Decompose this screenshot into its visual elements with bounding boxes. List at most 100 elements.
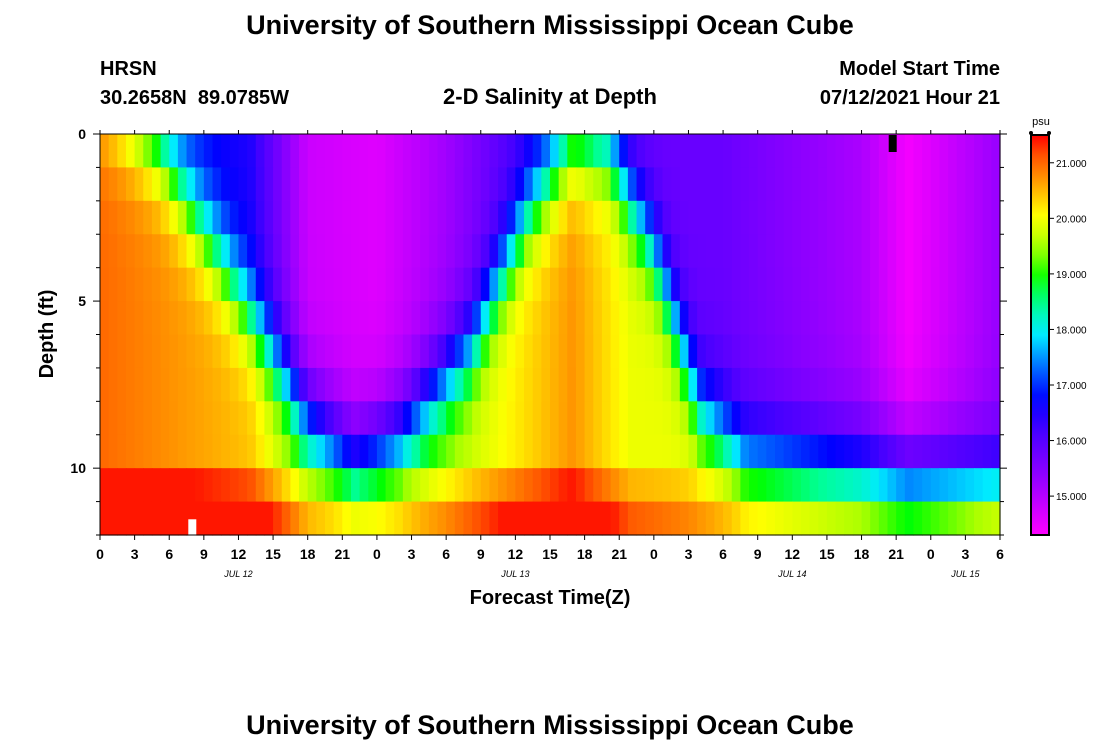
heatmap-cell <box>333 234 343 269</box>
heatmap-cell <box>420 501 430 536</box>
heatmap-cell <box>515 468 525 503</box>
heatmap-cell <box>281 367 291 402</box>
heatmap-cell <box>541 200 551 235</box>
heatmap-cell <box>463 401 473 436</box>
heatmap-cell <box>333 301 343 336</box>
heatmap-cell <box>169 334 179 369</box>
heatmap-cell <box>757 134 767 169</box>
heatmap-cell <box>281 334 291 369</box>
heatmap-cell <box>636 468 646 503</box>
heatmap-cell <box>740 434 750 469</box>
heatmap-cell <box>203 334 214 369</box>
heatmap-cell <box>281 200 291 235</box>
heatmap-cell <box>697 334 707 369</box>
heatmap-cell <box>385 334 395 369</box>
heatmap-cell <box>757 200 767 235</box>
heatmap-cell <box>818 468 828 503</box>
heatmap-cell <box>558 367 568 402</box>
heatmap-cell <box>878 434 889 469</box>
heatmap-cell <box>437 301 447 336</box>
heatmap-cell <box>792 334 802 369</box>
heatmap-cell <box>965 367 975 402</box>
heatmap-cell <box>524 234 534 269</box>
heatmap-cell <box>376 434 387 469</box>
heatmap-cell <box>420 200 430 235</box>
heatmap-cell <box>705 134 716 169</box>
heatmap-cell <box>679 367 690 402</box>
heatmap-cell <box>446 301 456 336</box>
heatmap-cell <box>221 468 231 503</box>
heatmap-cell <box>948 468 958 503</box>
heatmap-cell <box>697 200 707 235</box>
heatmap-cell <box>913 267 923 302</box>
heatmap-cell <box>359 234 369 269</box>
heatmap-cell <box>160 434 170 469</box>
heatmap-cell <box>913 167 923 202</box>
heatmap-cell <box>558 267 568 302</box>
heatmap-cell <box>411 200 421 235</box>
heatmap-cell <box>229 401 240 436</box>
heatmap-cell <box>645 434 655 469</box>
heatmap-cell <box>904 401 915 436</box>
heatmap-cell <box>982 267 992 302</box>
heatmap-cell <box>454 334 465 369</box>
heatmap-cell <box>212 367 222 402</box>
heatmap-cell <box>541 367 551 402</box>
heatmap-cell <box>376 167 387 202</box>
heatmap-cell <box>290 234 300 269</box>
heatmap-cell <box>151 468 162 503</box>
heatmap-cell <box>567 468 577 503</box>
heatmap-cell <box>489 434 499 469</box>
heatmap-cell <box>714 334 724 369</box>
heatmap-cell <box>212 468 222 503</box>
heatmap-cell <box>757 334 767 369</box>
heatmap-cell <box>420 434 430 469</box>
black-marker <box>888 135 897 152</box>
heatmap-cell <box>705 501 716 536</box>
heatmap-cell <box>385 367 395 402</box>
heatmap-cell <box>887 401 897 436</box>
heatmap-cell <box>705 367 716 402</box>
heatmap-cell <box>238 200 248 235</box>
heatmap-cell <box>749 134 759 169</box>
heatmap-cell <box>143 134 153 169</box>
heatmap-cell <box>498 334 508 369</box>
heatmap-cell <box>679 167 690 202</box>
heatmap-cell <box>255 200 266 235</box>
heatmap-cell <box>151 267 162 302</box>
heatmap-cell <box>472 367 482 402</box>
heatmap-cell <box>982 334 992 369</box>
heatmap-cell <box>550 434 560 469</box>
heatmap-cell <box>229 468 240 503</box>
heatmap-cell <box>697 134 707 169</box>
heatmap-cell <box>800 367 811 402</box>
heatmap-cell <box>212 200 222 235</box>
heatmap-cell <box>376 267 387 302</box>
heatmap-cell <box>913 468 923 503</box>
heatmap-cell <box>740 167 750 202</box>
heatmap-cell <box>688 401 698 436</box>
heatmap-cell <box>601 234 612 269</box>
heatmap-cell <box>835 301 845 336</box>
heatmap-cell <box>394 234 404 269</box>
heatmap-cell <box>402 167 413 202</box>
heatmap-cell <box>636 334 646 369</box>
heatmap-cell <box>333 401 343 436</box>
heatmap-cell <box>904 468 915 503</box>
heatmap-cell <box>956 200 966 235</box>
heatmap-cell <box>506 167 516 202</box>
heatmap-cell <box>480 501 491 536</box>
heatmap-cell <box>982 134 992 169</box>
heatmap-cell <box>186 468 196 503</box>
heatmap-cell <box>844 301 854 336</box>
heatmap-cell <box>818 301 828 336</box>
heatmap-cell <box>134 267 144 302</box>
heatmap-cell <box>290 200 300 235</box>
heatmap-cell <box>575 501 586 536</box>
heatmap-cell <box>151 434 162 469</box>
heatmap-cell <box>238 401 248 436</box>
heatmap-cell <box>125 234 136 269</box>
heatmap-cell <box>299 401 309 436</box>
heatmap-cell <box>524 200 534 235</box>
heatmap-cell <box>316 367 326 402</box>
